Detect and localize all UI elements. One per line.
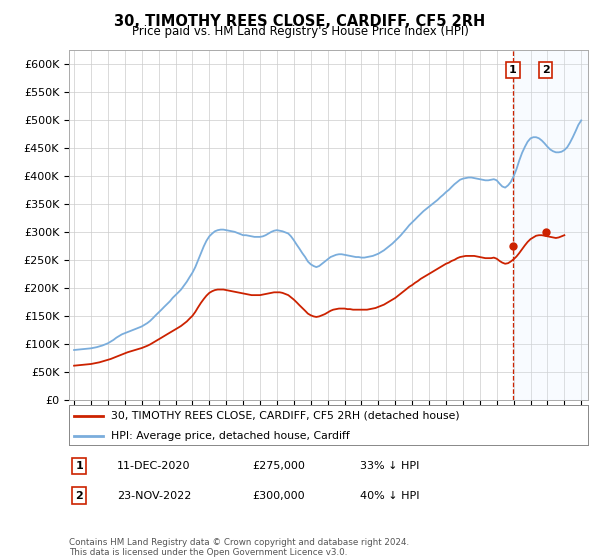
Text: HPI: Average price, detached house, Cardiff: HPI: Average price, detached house, Card… xyxy=(110,431,349,441)
Text: 33% ↓ HPI: 33% ↓ HPI xyxy=(360,461,419,471)
Text: 1: 1 xyxy=(76,461,83,471)
Text: 30, TIMOTHY REES CLOSE, CARDIFF, CF5 2RH (detached house): 30, TIMOTHY REES CLOSE, CARDIFF, CF5 2RH… xyxy=(110,411,459,421)
Text: Contains HM Land Registry data © Crown copyright and database right 2024.
This d: Contains HM Land Registry data © Crown c… xyxy=(69,538,409,557)
Bar xyxy=(513,50,588,400)
Text: Price paid vs. HM Land Registry's House Price Index (HPI): Price paid vs. HM Land Registry's House … xyxy=(131,25,469,38)
Text: 2: 2 xyxy=(76,491,83,501)
Text: 23-NOV-2022: 23-NOV-2022 xyxy=(117,491,191,501)
Text: 2: 2 xyxy=(542,65,550,75)
Text: 40% ↓ HPI: 40% ↓ HPI xyxy=(360,491,419,501)
Text: 30, TIMOTHY REES CLOSE, CARDIFF, CF5 2RH: 30, TIMOTHY REES CLOSE, CARDIFF, CF5 2RH xyxy=(115,14,485,29)
Text: 1: 1 xyxy=(509,65,517,75)
Text: £275,000: £275,000 xyxy=(252,461,305,471)
Text: £300,000: £300,000 xyxy=(252,491,305,501)
Text: 11-DEC-2020: 11-DEC-2020 xyxy=(117,461,191,471)
